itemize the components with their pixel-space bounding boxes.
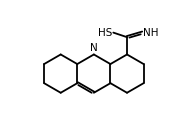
- Text: NH: NH: [143, 28, 159, 38]
- Text: HS: HS: [98, 28, 113, 38]
- Text: N: N: [90, 43, 98, 53]
